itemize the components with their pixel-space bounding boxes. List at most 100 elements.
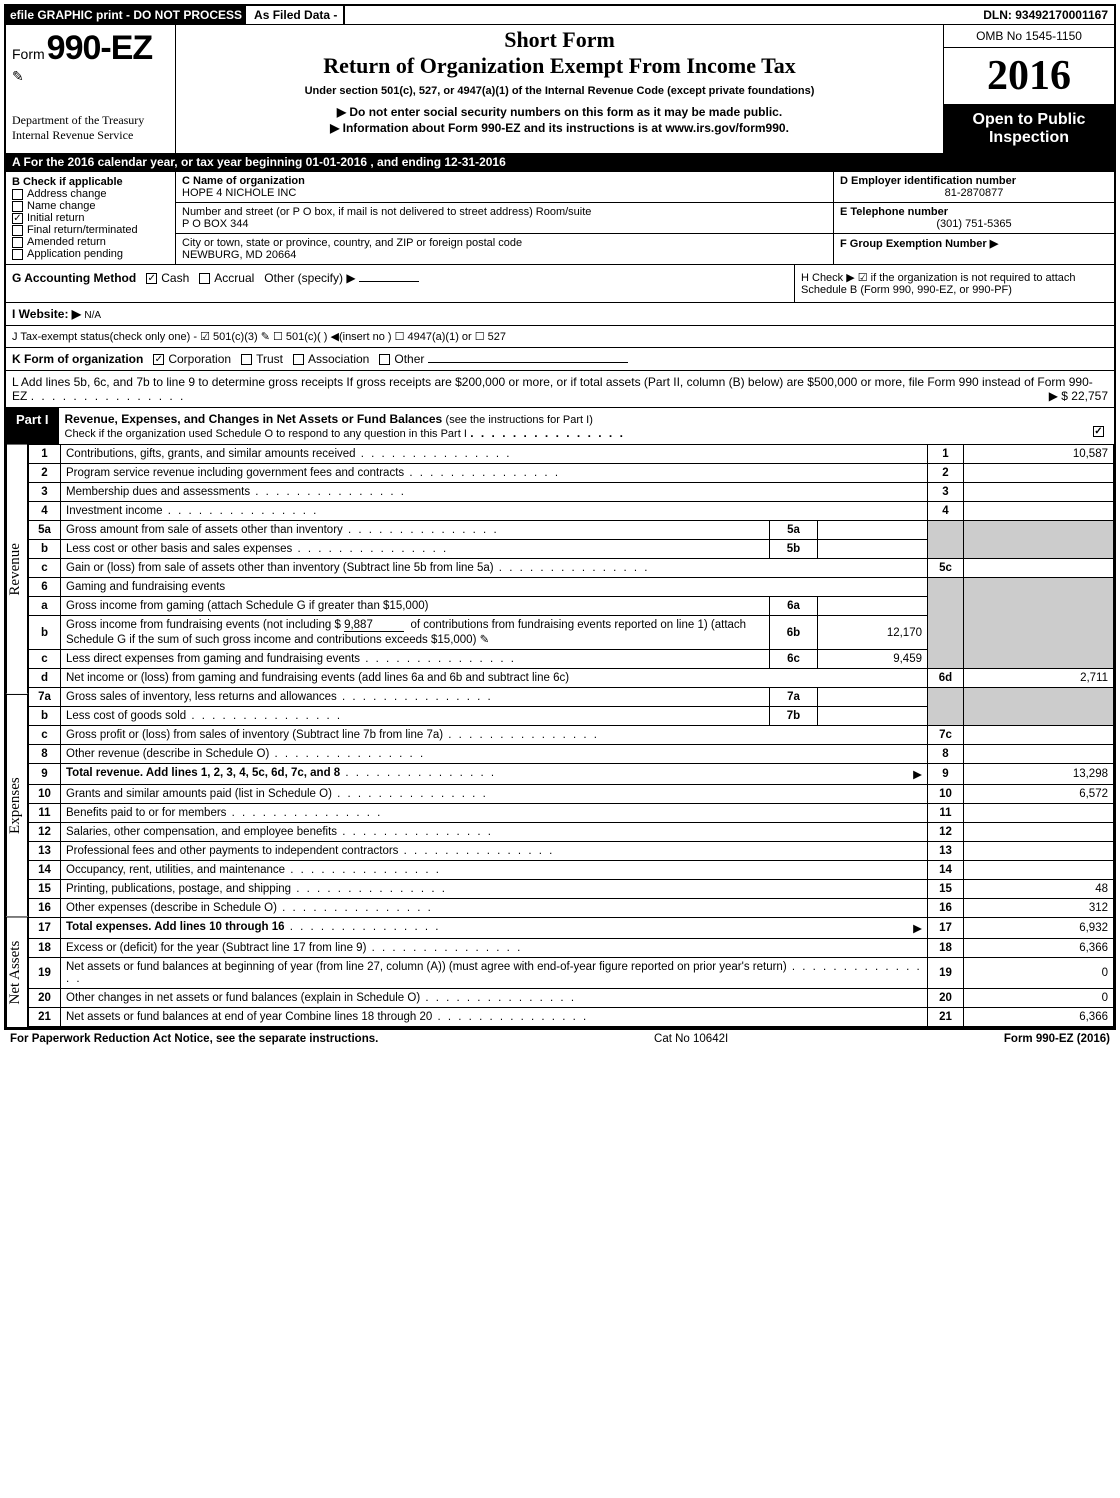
line-8: 8 Other revenue (describe in Schedule O)…	[29, 745, 1114, 764]
line-11: 11 Benefits paid to or for members 11	[29, 804, 1114, 823]
dln-label: DLN: 93492170001167	[977, 6, 1114, 24]
org-city: NEWBURG, MD 20664	[182, 249, 827, 261]
right-stack: OMB No 1545-1150 2016 Open to Public Ins…	[944, 25, 1114, 153]
ein-block: D Employer identification number 81-2870…	[834, 172, 1114, 203]
form-number: 990-EZ	[47, 29, 153, 68]
check-amended[interactable]: Amended return	[12, 236, 169, 248]
part-1-header: Part I Revenue, Expenses, and Changes in…	[6, 407, 1114, 444]
org-name-label: C Name of organization	[182, 175, 827, 187]
check-pending[interactable]: Application pending	[12, 248, 169, 260]
tax-exempt-row: J Tax-exempt status(check only one) - ☑ …	[6, 325, 1114, 347]
line-5c: c Gain or (loss) from sale of assets oth…	[29, 559, 1114, 578]
efile-label: efile GRAPHIC print - DO NOT PROCESS	[6, 6, 248, 24]
part-1-title: Revenue, Expenses, and Changes in Net As…	[59, 408, 1114, 444]
check-cash[interactable]: ✓	[146, 273, 157, 284]
website-value: N/A	[84, 310, 101, 321]
ein-label: D Employer identification number	[840, 175, 1108, 187]
line-9: 9 Total revenue. Add lines 1, 2, 3, 4, 5…	[29, 764, 1114, 785]
line-20: 20 Other changes in net assets or fund b…	[29, 989, 1114, 1008]
other-org-line[interactable]	[428, 362, 628, 363]
org-street-label: Number and street (or P O box, if mail i…	[182, 206, 827, 218]
website-row: I Website: ▶ N/A	[6, 302, 1114, 325]
gross-receipts-row: L Add lines 5b, 6c, and 7b to line 9 to …	[6, 370, 1114, 407]
check-final[interactable]: Final return/terminated	[12, 224, 169, 236]
title-cell: Short Form Return of Organization Exempt…	[176, 25, 944, 153]
footer-right: Form 990-EZ (2016)	[1004, 1033, 1110, 1045]
line-4: 4 Investment income 4	[29, 502, 1114, 521]
org-name-block: C Name of organization HOPE 4 NICHOLE IN…	[176, 172, 833, 203]
group-exemption-label: F Group Exemption Number ▶	[840, 237, 1108, 250]
form-of-org-row: K Form of organization ✓Corporation Trus…	[6, 347, 1114, 370]
box-b: B Check if applicable Address change Nam…	[6, 172, 176, 264]
inspection-text: Inspection	[946, 129, 1112, 147]
dept-irs: Internal Revenue Service	[12, 128, 169, 143]
line-1: 1 Contributions, gifts, grants, and simi…	[29, 445, 1114, 464]
phone-value: (301) 751-5365	[840, 218, 1108, 230]
short-form-title: Short Form	[182, 27, 937, 53]
line-17: 17 Total expenses. Add lines 10 through …	[29, 918, 1114, 939]
part-1-label: Part I	[6, 408, 59, 431]
line-10: 10 Grants and similar amounts paid (list…	[29, 785, 1114, 804]
side-label-revenue: Revenue	[6, 444, 28, 694]
schedule-b-check: H Check ▶ ☑ if the organization is not r…	[794, 265, 1114, 302]
footer-mid: Cat No 10642I	[654, 1033, 728, 1045]
part-1-body: Revenue Expenses Net Assets 1 Contributi…	[6, 444, 1114, 1027]
phone-label: E Telephone number	[840, 206, 1108, 218]
ein-value: 81-2870877	[840, 187, 1108, 199]
line-3: 3 Membership dues and assessments 3	[29, 483, 1114, 502]
other-method-line[interactable]	[359, 281, 419, 282]
side-label-expenses: Expenses	[6, 694, 28, 916]
line-13: 13 Professional fees and other payments …	[29, 842, 1114, 861]
line-5a: 5a Gross amount from sale of assets othe…	[29, 521, 1114, 540]
check-address[interactable]: Address change	[12, 188, 169, 200]
instruction-1: ▶ Do not enter social security numbers o…	[182, 105, 937, 119]
open-public-text: Open to Public	[946, 111, 1112, 129]
line-7c: c Gross profit or (loss) from sales of i…	[29, 726, 1114, 745]
check-corp[interactable]: ✓	[153, 354, 164, 365]
line-18: 18 Excess or (deficit) for the year (Sub…	[29, 939, 1114, 958]
side-label-netassets: Net Assets	[6, 916, 28, 1027]
line-21: 21 Net assets or fund balances at end of…	[29, 1008, 1114, 1027]
row-gh: G Accounting Method ✓Cash Accrual Other …	[6, 264, 1114, 302]
line-16: 16 Other expenses (describe in Schedule …	[29, 899, 1114, 918]
gross-receipts-amount: ▶ $ 22,757	[1049, 389, 1108, 403]
section-a-bar: A For the 2016 calendar year, or tax yea…	[6, 153, 1114, 171]
box-b-title: B Check if applicable	[12, 176, 169, 188]
line-14: 14 Occupancy, rent, utilities, and maint…	[29, 861, 1114, 880]
check-schedule-o[interactable]: ✓	[1093, 426, 1104, 437]
line-15: 15 Printing, publications, postage, and …	[29, 880, 1114, 899]
check-other-org[interactable]	[379, 354, 390, 365]
form-prefix: Form	[12, 46, 45, 62]
subtitle: Under section 501(c), 527, or 4947(a)(1)…	[182, 85, 937, 97]
dept-treasury: Department of the Treasury	[12, 113, 169, 128]
org-city-block: City or town, state or province, country…	[176, 234, 833, 264]
form-number-cell: Form 990-EZ ✎ Department of the Treasury…	[6, 25, 176, 153]
box-c: C Name of organization HOPE 4 NICHOLE IN…	[176, 172, 834, 264]
check-name[interactable]: Name change	[12, 200, 169, 212]
footer-left: For Paperwork Reduction Act Notice, see …	[10, 1033, 378, 1045]
omb-number: OMB No 1545-1150	[944, 25, 1114, 48]
efile-header: efile GRAPHIC print - DO NOT PROCESS As …	[6, 6, 1114, 24]
box-def: D Employer identification number 81-2870…	[834, 172, 1114, 264]
form-container: efile GRAPHIC print - DO NOT PROCESS As …	[4, 4, 1116, 1029]
open-public-box: Open to Public Inspection	[944, 105, 1114, 153]
org-street: P O BOX 344	[182, 218, 827, 230]
asfiled-label: As Filed Data -	[248, 6, 345, 24]
lines-table: 1 Contributions, gifts, grants, and simi…	[28, 444, 1114, 1027]
footer-row: For Paperwork Reduction Act Notice, see …	[4, 1029, 1116, 1048]
check-initial[interactable]: ✓Initial return	[12, 212, 169, 224]
title-row: Form 990-EZ ✎ Department of the Treasury…	[6, 24, 1114, 153]
org-street-block: Number and street (or P O box, if mail i…	[176, 203, 833, 234]
org-name: HOPE 4 NICHOLE INC	[182, 187, 827, 199]
check-assoc[interactable]	[293, 354, 304, 365]
line-12: 12 Salaries, other compensation, and emp…	[29, 823, 1114, 842]
instruction-2: ▶ Information about Form 990-EZ and its …	[182, 121, 937, 135]
line-6: 6 Gaming and fundraising events	[29, 578, 1114, 597]
check-trust[interactable]	[241, 354, 252, 365]
line-6d: d Net income or (loss) from gaming and f…	[29, 669, 1114, 688]
line-2: 2 Program service revenue including gove…	[29, 464, 1114, 483]
line-19: 19 Net assets or fund balances at beginn…	[29, 958, 1114, 989]
info-row: B Check if applicable Address change Nam…	[6, 171, 1114, 264]
check-accrual[interactable]	[199, 273, 210, 284]
line-7a: 7a Gross sales of inventory, less return…	[29, 688, 1114, 707]
